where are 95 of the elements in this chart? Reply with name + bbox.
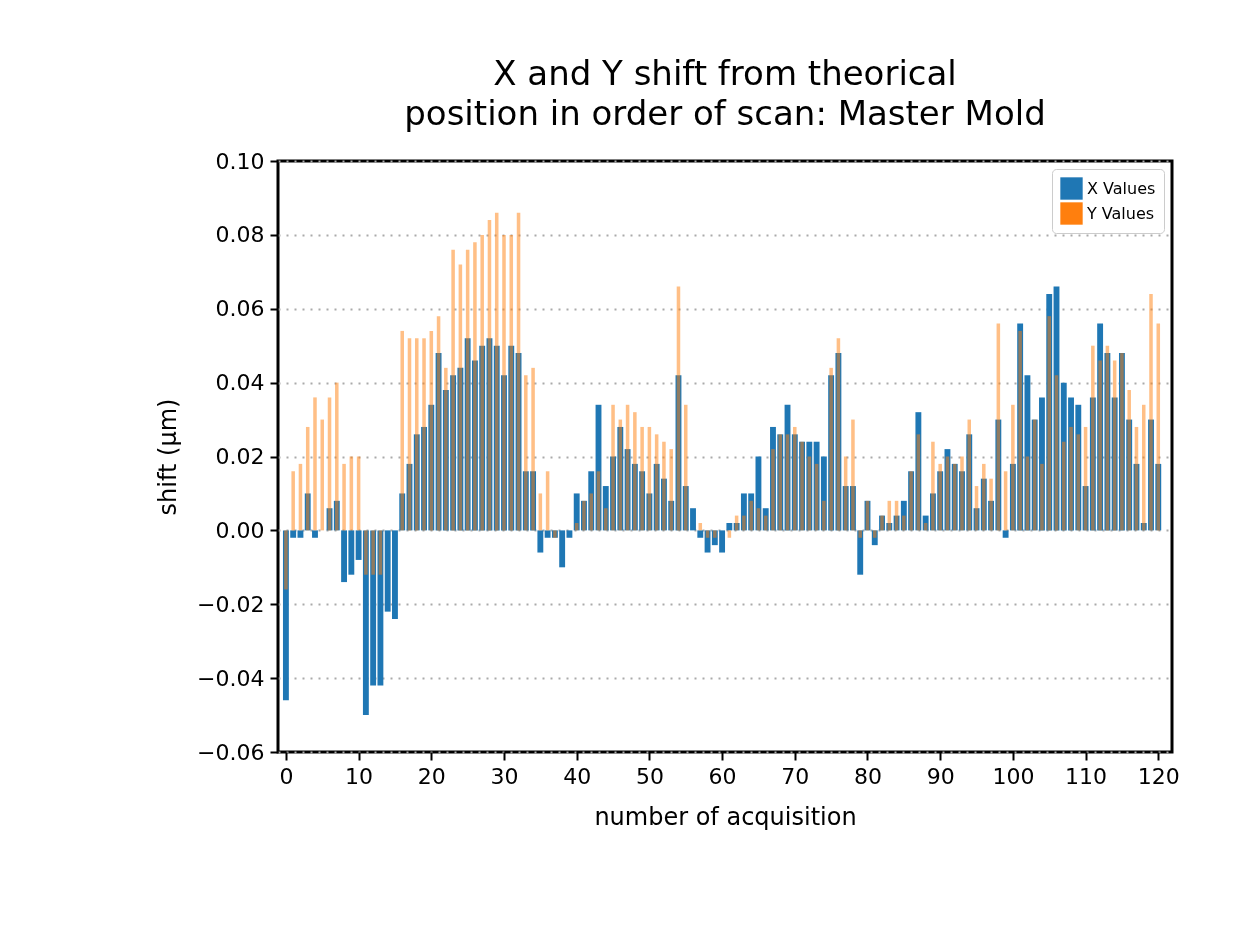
- x-tick-label: 80: [853, 763, 882, 789]
- bar: [531, 367, 535, 531]
- bar: [444, 367, 448, 531]
- bar: [1069, 426, 1073, 531]
- bar: [1149, 293, 1153, 531]
- bar: [727, 530, 732, 538]
- x-tick-label: 90: [926, 763, 955, 789]
- bar: [871, 530, 878, 546]
- bar: [422, 338, 426, 531]
- bar: [858, 530, 862, 538]
- bar: [364, 530, 368, 575]
- bar: [989, 478, 993, 531]
- bar: [793, 426, 797, 531]
- y-tick-label: 0.00: [215, 517, 265, 543]
- bar: [480, 234, 484, 531]
- bar: [1062, 441, 1066, 531]
- bar: [304, 493, 311, 531]
- bar: [1141, 404, 1146, 531]
- x-axis-title: number of acquisition: [594, 802, 857, 831]
- x-tick-label: 30: [490, 763, 519, 789]
- bar: [749, 500, 753, 531]
- bar: [1047, 316, 1051, 531]
- bar: [1127, 390, 1131, 531]
- bar: [604, 508, 608, 531]
- bar: [851, 419, 855, 531]
- y-tick-label: 0.08: [215, 222, 265, 248]
- y-tick-label: −0.02: [197, 591, 265, 617]
- y-axis-title: shift (µm): [154, 398, 183, 516]
- bar: [967, 419, 972, 531]
- bar: [742, 515, 746, 531]
- bar: [938, 463, 942, 531]
- bar: [1040, 463, 1044, 531]
- bar: [902, 515, 906, 531]
- x-tick-label: 120: [1137, 763, 1180, 789]
- bar: [291, 471, 295, 531]
- bar: [713, 530, 717, 538]
- legend-label: Y Values: [1086, 203, 1155, 223]
- bar: [451, 249, 455, 531]
- bar: [415, 338, 419, 531]
- bar: [960, 456, 964, 531]
- bar: [537, 530, 544, 553]
- bar: [697, 530, 704, 538]
- x-tick-label: 110: [1065, 763, 1108, 789]
- y-tick-label: 0.06: [215, 296, 265, 322]
- x-tick-label: 20: [417, 763, 446, 789]
- bar: [705, 530, 710, 538]
- bar: [640, 426, 644, 531]
- bar: [982, 463, 986, 531]
- bar: [1018, 330, 1022, 531]
- bar: [284, 530, 288, 590]
- x-tick-label: 100: [992, 763, 1035, 789]
- x-tick-label: 10: [345, 763, 374, 789]
- bar: [726, 522, 733, 531]
- bar: [313, 397, 317, 531]
- bar: [524, 375, 528, 531]
- bar: [669, 449, 673, 531]
- bar: [399, 493, 406, 531]
- bar: [857, 530, 864, 575]
- bar: [662, 441, 666, 531]
- bar: [872, 530, 877, 538]
- bar: [704, 530, 711, 553]
- chart-title: X and Y shift from theorical position in order of scan: Master Mold: [404, 53, 1046, 133]
- y-tick-label: 0.10: [215, 148, 265, 174]
- bar: [771, 449, 775, 531]
- bar: [342, 463, 346, 531]
- bar: [400, 330, 404, 531]
- bar: [320, 419, 325, 531]
- x-tick-label: 40: [563, 763, 592, 789]
- bar: [1011, 404, 1015, 531]
- bar: [335, 382, 339, 531]
- x-tick-label: 60: [708, 763, 737, 789]
- bar: [683, 404, 688, 531]
- bar: [297, 530, 304, 538]
- bar: [333, 500, 340, 531]
- bar: [1098, 360, 1102, 531]
- bar: [1091, 345, 1095, 531]
- x-tick-label: 50: [635, 763, 664, 789]
- y-tick-label: −0.06: [197, 739, 265, 765]
- y-tick-label: 0.02: [215, 444, 265, 469]
- bar: [931, 441, 935, 531]
- x-tick-label: 70: [781, 763, 810, 789]
- bar: [633, 412, 637, 531]
- x-tick-label: 0: [279, 763, 294, 789]
- bar: [371, 530, 375, 575]
- y-tick-label: 0.04: [215, 370, 265, 396]
- bar: [589, 493, 593, 531]
- bar: [473, 242, 477, 531]
- bar: [1002, 530, 1009, 538]
- legend-label: X Values: [1087, 178, 1156, 198]
- bar: [611, 404, 615, 531]
- bar: [829, 367, 833, 531]
- bar: [822, 500, 826, 531]
- bar: [312, 530, 318, 538]
- y-tick-label: −0.04: [197, 665, 265, 691]
- bar: [502, 234, 506, 531]
